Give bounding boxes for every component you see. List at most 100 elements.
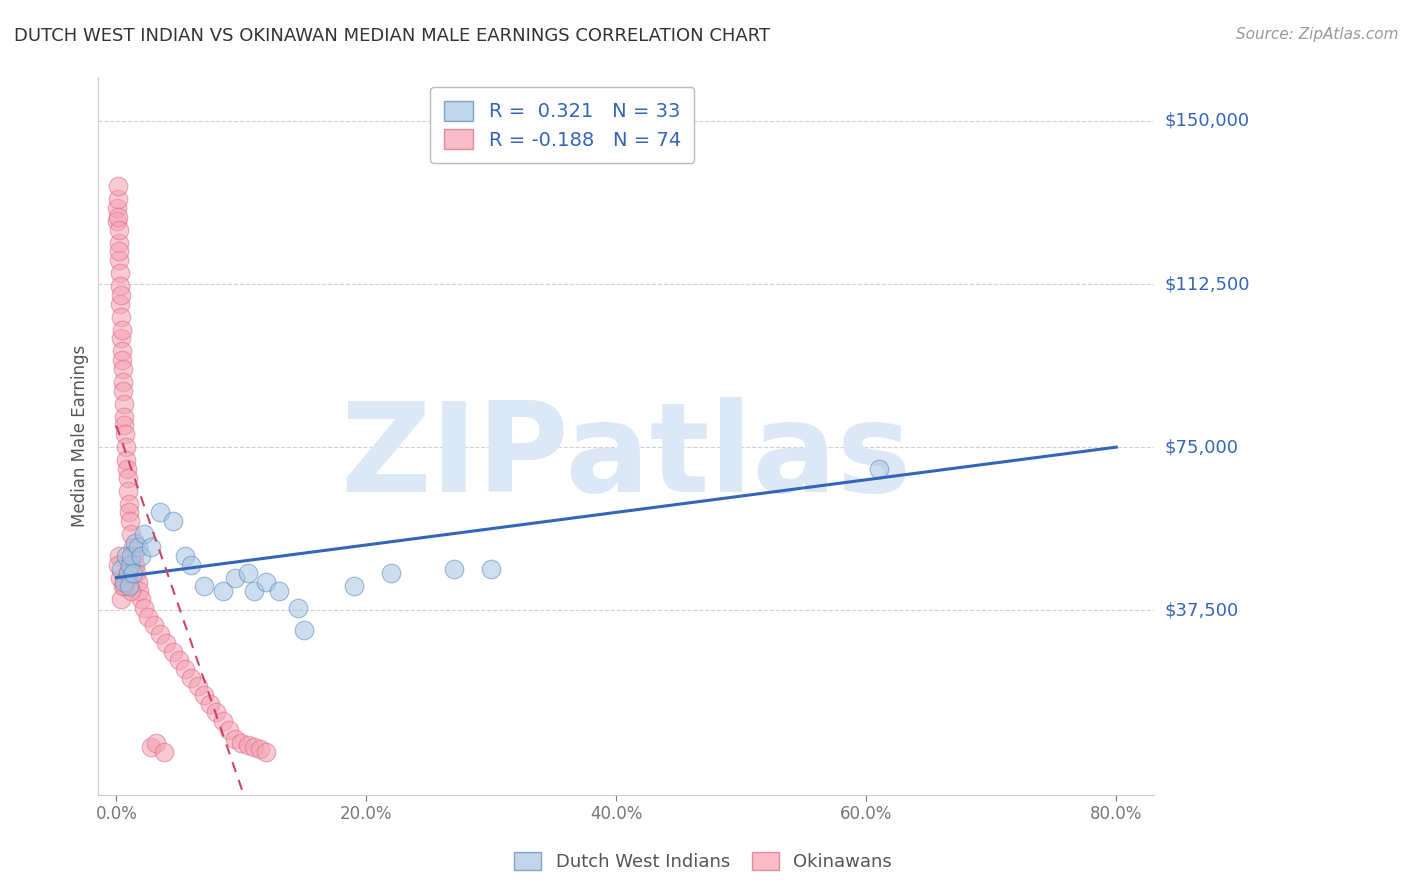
Point: [174, 662, 197, 676]
Point: [193, 579, 215, 593]
Point: [120, 549, 142, 563]
Point: [254, 745, 277, 759]
Point: [108, 549, 131, 563]
Point: [127, 574, 149, 589]
Point: [343, 579, 366, 593]
Point: [236, 566, 259, 581]
Point: [111, 353, 134, 368]
Point: [111, 361, 134, 376]
Point: [127, 540, 149, 554]
Point: [236, 738, 259, 752]
Text: Source: ZipAtlas.com: Source: ZipAtlas.com: [1236, 27, 1399, 42]
Text: $112,500: $112,500: [1166, 275, 1250, 293]
Point: [128, 583, 150, 598]
Point: [287, 601, 309, 615]
Point: [249, 742, 271, 756]
Point: [155, 636, 177, 650]
Point: [111, 344, 134, 359]
Point: [149, 505, 172, 519]
Text: $37,500: $37,500: [1166, 601, 1239, 619]
Point: [117, 483, 139, 498]
Point: [108, 253, 131, 268]
Point: [112, 579, 135, 593]
Point: [125, 566, 148, 581]
Legend: R =  0.321   N = 33, R = -0.188   N = 74: R = 0.321 N = 33, R = -0.188 N = 74: [430, 87, 695, 163]
Point: [107, 179, 129, 194]
Point: [118, 497, 141, 511]
Point: [180, 558, 202, 572]
Text: $150,000: $150,000: [1166, 112, 1250, 130]
Point: [112, 574, 135, 589]
Point: [180, 671, 202, 685]
Point: [115, 453, 138, 467]
Point: [110, 562, 132, 576]
Point: [107, 235, 129, 250]
Text: ZIPatlas: ZIPatlas: [340, 397, 911, 518]
Point: [243, 583, 266, 598]
Point: [149, 627, 172, 641]
Point: [174, 549, 197, 563]
Point: [205, 706, 228, 720]
Point: [115, 549, 138, 563]
Point: [107, 210, 129, 224]
Point: [254, 574, 277, 589]
Point: [107, 192, 129, 206]
Point: [112, 409, 135, 424]
Point: [132, 601, 155, 615]
Point: [224, 731, 246, 746]
Point: [110, 331, 132, 345]
Point: [142, 618, 165, 632]
Point: [198, 697, 221, 711]
Point: [224, 571, 246, 585]
Point: [108, 244, 131, 259]
Point: [380, 566, 402, 581]
Point: [479, 562, 502, 576]
Point: [107, 558, 129, 572]
Point: [112, 397, 135, 411]
Point: [110, 288, 132, 302]
Point: [124, 536, 146, 550]
Point: [114, 418, 136, 433]
Point: [120, 514, 142, 528]
Point: [211, 583, 233, 598]
Point: [132, 527, 155, 541]
Point: [141, 540, 163, 554]
Point: [115, 462, 138, 476]
Text: $75,000: $75,000: [1166, 438, 1239, 456]
Point: [108, 571, 131, 585]
Point: [108, 279, 131, 293]
Point: [120, 527, 142, 541]
Point: [124, 558, 146, 572]
Point: [108, 222, 131, 236]
Legend: Dutch West Indians, Okinawans: Dutch West Indians, Okinawans: [508, 845, 898, 879]
Point: [131, 549, 153, 563]
Point: [118, 562, 141, 576]
Point: [131, 592, 153, 607]
Point: [211, 714, 233, 728]
Point: [868, 462, 890, 476]
Point: [122, 549, 145, 563]
Point: [111, 375, 134, 389]
Point: [167, 653, 190, 667]
Point: [115, 571, 138, 585]
Point: [162, 644, 184, 658]
Point: [112, 384, 135, 398]
Point: [267, 583, 290, 598]
Point: [110, 592, 132, 607]
Point: [162, 514, 184, 528]
Point: [218, 723, 240, 737]
Point: [231, 736, 253, 750]
Text: DUTCH WEST INDIAN VS OKINAWAN MEDIAN MALE EARNINGS CORRELATION CHART: DUTCH WEST INDIAN VS OKINAWAN MEDIAN MAL…: [14, 27, 770, 45]
Point: [145, 736, 167, 750]
Point: [111, 579, 134, 593]
Point: [193, 688, 215, 702]
Y-axis label: Median Male Earnings: Median Male Earnings: [72, 345, 89, 527]
Point: [443, 562, 465, 576]
Point: [117, 470, 139, 484]
Point: [292, 623, 315, 637]
Point: [120, 558, 142, 572]
Point: [121, 540, 143, 554]
Point: [114, 427, 136, 442]
Point: [105, 214, 128, 228]
Point: [110, 296, 132, 310]
